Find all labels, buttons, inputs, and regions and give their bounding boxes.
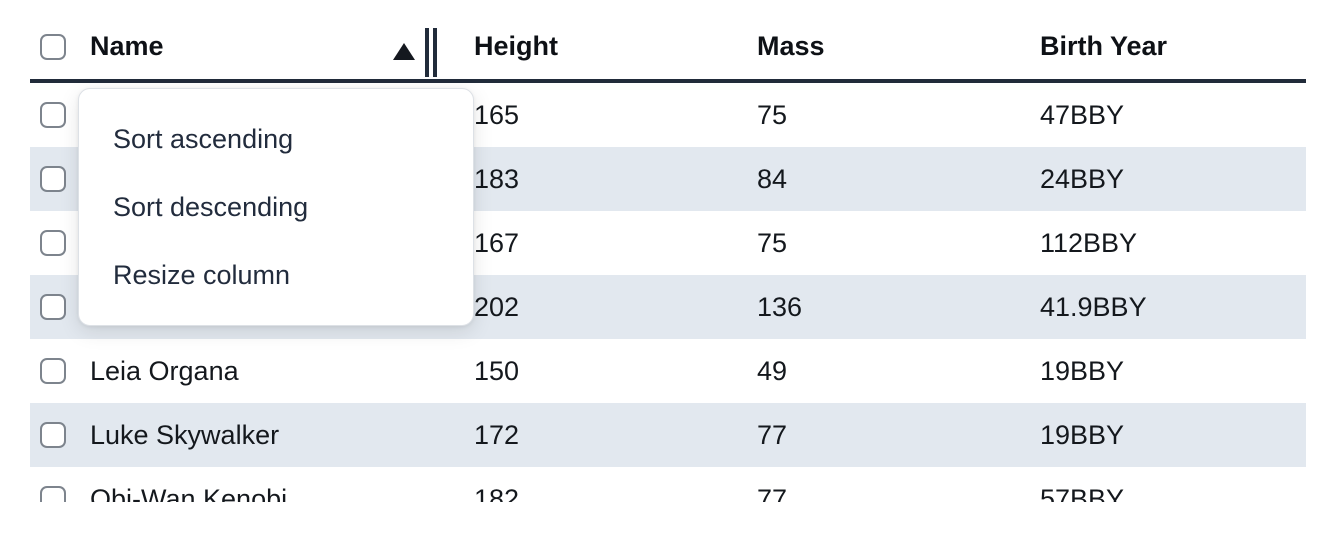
column-resize-handle[interactable]: [425, 28, 437, 77]
cell-mass: 136: [757, 291, 803, 322]
cell-mass: 75: [757, 99, 788, 130]
row-checkbox[interactable]: [40, 166, 66, 192]
cell-birth-year: 19BBY: [1040, 419, 1125, 450]
cell-birth-year: 41.9BBY: [1040, 291, 1147, 322]
cell-name: Obi-Wan Kenobi: [90, 483, 288, 503]
row-checkbox[interactable]: [40, 422, 66, 448]
cell-mass: 84: [757, 163, 788, 194]
menu-item-resize-column[interactable]: Resize column: [113, 259, 291, 290]
cell-height: 202: [474, 291, 520, 322]
column-header-name-label: Name: [90, 31, 164, 61]
cell-birth-year: 57BBY: [1040, 483, 1125, 503]
cell-mass: 49: [757, 355, 788, 386]
sort-ascending-icon: [393, 43, 415, 60]
row-checkbox[interactable]: [40, 358, 66, 384]
table-row[interactable]: Leia Organa 150 49 19BBY: [30, 339, 1306, 403]
cell-height: 183: [474, 163, 520, 194]
header-select-cell: [30, 33, 78, 60]
table-row[interactable]: Luke Skywalker 172 77 19BBY: [30, 403, 1306, 467]
column-header-height[interactable]: Height: [474, 31, 558, 61]
cell-name: Luke Skywalker: [90, 419, 280, 450]
cell-height: 150: [474, 355, 520, 386]
row-checkbox[interactable]: [40, 102, 66, 128]
cell-birth-year: 24BBY: [1040, 163, 1125, 194]
resize-bar-icon: [433, 28, 437, 77]
cell-birth-year: 19BBY: [1040, 355, 1125, 386]
column-context-menu: Sort ascending Sort descending Resize co…: [78, 88, 474, 326]
resize-bar-icon: [425, 28, 429, 77]
table-row[interactable]: Obi-Wan Kenobi 182 77 57BBY: [30, 467, 1306, 502]
cell-mass: 77: [757, 419, 788, 450]
cell-birth-year: 47BBY: [1040, 99, 1125, 130]
column-header-birth-year[interactable]: Birth Year: [1040, 31, 1168, 61]
cell-name: Leia Organa: [90, 355, 239, 386]
cell-height: 182: [474, 483, 520, 503]
cell-height: 172: [474, 419, 520, 450]
menu-item-sort-descending[interactable]: Sort descending: [113, 191, 309, 222]
row-checkbox[interactable]: [40, 294, 66, 320]
select-all-checkbox[interactable]: [40, 33, 66, 60]
cell-height: 165: [474, 99, 520, 130]
table-header-row: Name Height Mass Birth Year: [30, 14, 1306, 83]
column-header-mass[interactable]: Mass: [757, 31, 825, 61]
cell-height: 167: [474, 227, 520, 258]
cell-mass: 75: [757, 227, 788, 258]
cell-birth-year: 112BBY: [1040, 227, 1138, 258]
menu-item-sort-ascending[interactable]: Sort ascending: [113, 123, 294, 154]
row-checkbox[interactable]: [40, 230, 66, 256]
row-checkbox[interactable]: [40, 486, 66, 502]
column-header-name[interactable]: Name: [78, 14, 474, 79]
cell-mass: 77: [757, 483, 788, 503]
